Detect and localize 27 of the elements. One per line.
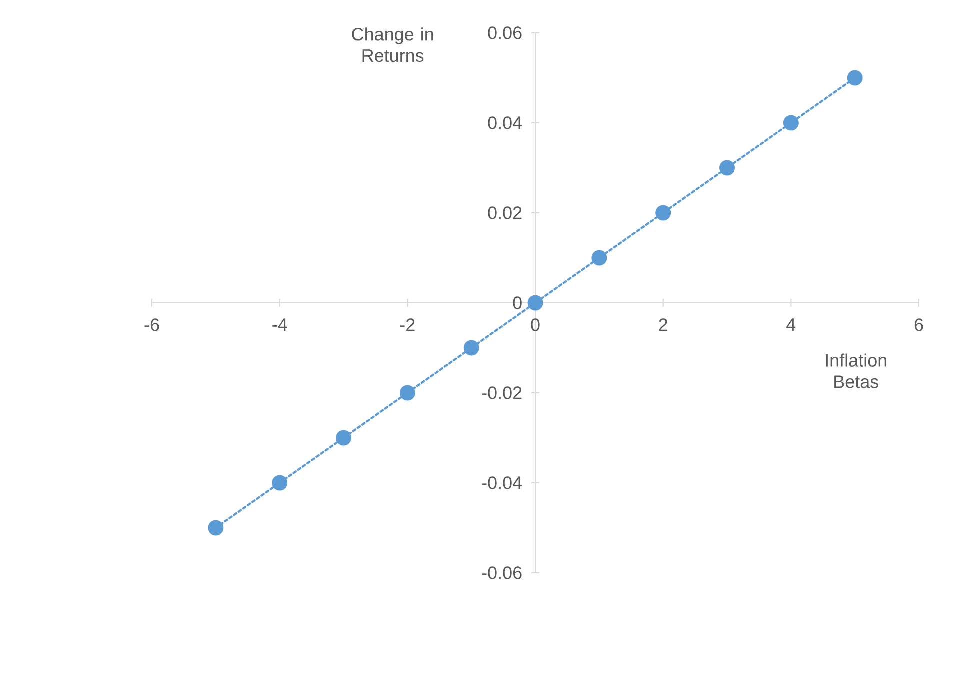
point <box>272 475 288 491</box>
point <box>592 250 608 266</box>
x-tick-label: -2 <box>400 318 415 332</box>
y-axis-title: Change in Returns <box>352 28 434 62</box>
x-tick-label: 4 <box>786 318 796 331</box>
x-tick-label: 2 <box>659 318 668 332</box>
x-tick-label: 6 <box>914 318 924 332</box>
point <box>847 70 863 86</box>
y-tick-label: 0.02 <box>488 206 522 220</box>
point <box>336 430 352 446</box>
point <box>208 520 224 536</box>
point <box>783 115 799 131</box>
point <box>400 385 416 401</box>
point <box>464 340 480 356</box>
x-tick-label: -6 <box>144 318 160 332</box>
point <box>528 295 544 311</box>
x-tick-label: 0 <box>531 318 540 332</box>
x-tick-label: -4 <box>272 318 288 331</box>
x-axis-title: Inflation Betas <box>826 354 886 388</box>
y-tick-label: -0.06 <box>482 566 522 580</box>
y-tick-label: -0.04 <box>482 476 522 490</box>
y-tick-label: 0 <box>513 296 522 310</box>
y-tick-label: 0.06 <box>488 26 522 40</box>
y-tick-label: 0.04 <box>488 116 522 130</box>
point <box>656 205 672 221</box>
point <box>720 160 735 176</box>
y-tick-label: -0.02 <box>482 386 522 400</box>
